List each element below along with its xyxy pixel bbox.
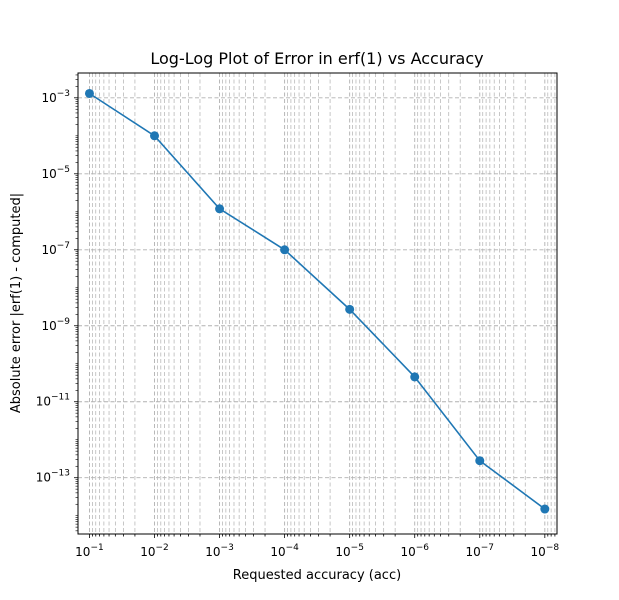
y-axis: 10−3 10−5 10−7 10−9 10−11 10−13 bbox=[36, 74, 78, 532]
series-layer bbox=[84, 88, 550, 514]
x-tick-label: 10−2 bbox=[140, 543, 169, 559]
x-tick-label: 10−7 bbox=[465, 543, 494, 559]
x-axis: 10−1 10−2 10−3 10−4 10−5 10−6 10−7 10−8 bbox=[75, 534, 559, 559]
chart-title: Log-Log Plot of Error in erf(1) vs Accur… bbox=[150, 49, 483, 68]
series-line bbox=[89, 92, 546, 510]
y-axis-label: Absolute error |erf(1) - computed| bbox=[9, 193, 24, 413]
data-point bbox=[410, 372, 420, 382]
y-tick-label: 10−5 bbox=[41, 165, 70, 181]
data-point bbox=[475, 456, 485, 466]
data-point bbox=[280, 245, 290, 255]
x-tick-label: 10−4 bbox=[270, 543, 299, 559]
x-tick-label: 10−8 bbox=[531, 543, 560, 559]
grid bbox=[78, 73, 557, 534]
x-tick-label: 10−5 bbox=[335, 543, 364, 559]
data-point bbox=[540, 504, 550, 514]
y-tick-label: 10−11 bbox=[36, 393, 70, 409]
x-tick-label: 10−1 bbox=[75, 543, 104, 559]
data-point bbox=[150, 131, 160, 141]
data-point bbox=[345, 304, 355, 314]
x-tick-label: 10−6 bbox=[400, 543, 429, 559]
x-axis-label: Requested accuracy (acc) bbox=[233, 568, 401, 583]
plot-area-frame bbox=[77, 72, 558, 535]
y-tick-label: 10−9 bbox=[41, 317, 70, 333]
y-tick-label: 10−13 bbox=[36, 469, 70, 485]
data-point bbox=[84, 88, 94, 98]
data-point bbox=[215, 204, 225, 214]
y-tick-label: 10−3 bbox=[41, 89, 70, 105]
y-tick-label: 10−7 bbox=[41, 241, 70, 257]
x-tick-label: 10−3 bbox=[205, 543, 234, 559]
